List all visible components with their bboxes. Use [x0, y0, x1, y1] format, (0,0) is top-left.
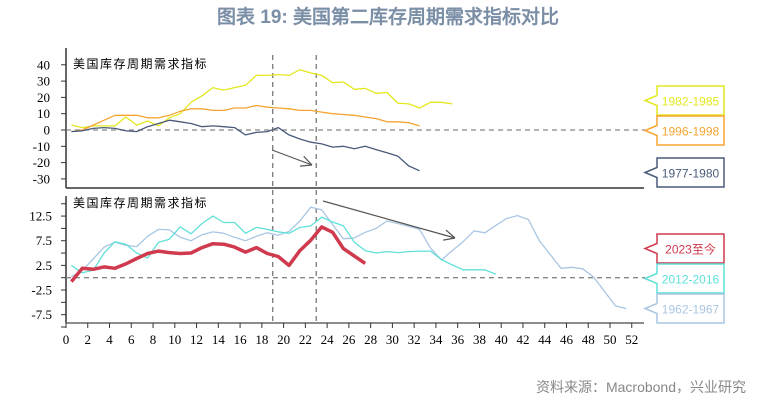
legend-box-1996-1998 [643, 115, 725, 146]
x-tick-label: 46 [560, 332, 574, 347]
y-tick-label: 12.5 [29, 209, 52, 224]
x-tick-label: 8 [150, 332, 157, 347]
legend-label: 1962-1967 [662, 303, 720, 317]
y-tick-label: -2.5 [31, 283, 52, 298]
arrow-head [443, 237, 456, 241]
y-tick-label: -30 [33, 171, 50, 186]
series-line-1977-1980 [71, 119, 420, 172]
series-line-1982-1985 [71, 69, 453, 129]
x-tick-label: 12 [190, 332, 203, 347]
legend-label: 1977-1980 [662, 167, 720, 181]
x-tick-label: 22 [299, 332, 312, 347]
legend-label: 1996-1998 [662, 125, 720, 139]
x-tick-label: 40 [495, 332, 508, 347]
x-tick-label: 52 [625, 332, 638, 347]
trend-arrow [322, 200, 456, 239]
x-tick-label: 48 [582, 332, 595, 347]
series-line-1996-1998 [71, 104, 420, 133]
legend-box-1962-1967 [643, 293, 725, 324]
y-tick-label: -20 [33, 155, 50, 170]
legend-box-2023至今 [643, 233, 725, 264]
x-tick-label: 20 [277, 332, 290, 347]
x-tick-label: 38 [473, 332, 486, 347]
x-tick-label: 10 [168, 332, 181, 347]
y-tick-label: 30 [37, 74, 50, 89]
trend-arrow [271, 149, 313, 166]
x-tick-label: 24 [321, 332, 335, 347]
y-tick-label: -10 [33, 139, 50, 154]
arrow-head [299, 164, 313, 167]
x-tick-label: 30 [386, 332, 399, 347]
x-tick-label: 0 [63, 332, 70, 347]
chart-title: 图表 19: 美国第二库存周期需求指标对比 [216, 7, 560, 28]
series-line-1962-1967 [71, 206, 627, 310]
x-tick-label: 50 [604, 332, 617, 347]
arrow-head [303, 155, 313, 166]
legend-box-2012-2016 [643, 263, 725, 294]
x-tick-label: 42 [516, 332, 529, 347]
x-tick-label: 36 [451, 332, 465, 347]
source-note: 资料来源：Macrobond，兴业研究 [535, 379, 746, 395]
series-line-2023至今 [70, 225, 367, 283]
x-tick-label: 6 [128, 332, 135, 347]
x-tick-label: 2 [85, 332, 92, 347]
y-tick-label: 2.5 [36, 258, 52, 273]
y-tick-label: 40 [37, 57, 50, 72]
y-tick-label: 7.5 [36, 233, 52, 248]
legend-label: 1982-1985 [662, 95, 720, 109]
y-tick-label: 0 [44, 123, 51, 138]
legend-box-1982-1985 [643, 85, 725, 116]
panel-label: 美国库存周期需求指标 [73, 195, 208, 210]
x-tick-label: 44 [538, 332, 552, 347]
x-tick-label: 4 [106, 332, 113, 347]
panel-label: 美国库存周期需求指标 [73, 56, 208, 71]
x-tick-label: 32 [408, 332, 421, 347]
arrow-head [445, 229, 456, 239]
x-tick-label: 14 [212, 332, 226, 347]
legend-label: 2023至今 [665, 242, 716, 257]
x-tick-label: 26 [342, 332, 356, 347]
x-tick-label: 16 [234, 332, 248, 347]
y-tick-label: -7.5 [31, 307, 52, 322]
y-tick-label: 20 [37, 90, 50, 105]
x-tick-label: 18 [255, 332, 268, 347]
legend-box-1977-1980 [643, 157, 725, 188]
legend-label: 2012-2016 [662, 273, 720, 287]
y-tick-label: 10 [37, 106, 50, 121]
x-tick-label: 28 [364, 332, 377, 347]
x-tick-label: 34 [429, 332, 443, 347]
series-line-2012-2016 [71, 215, 497, 275]
